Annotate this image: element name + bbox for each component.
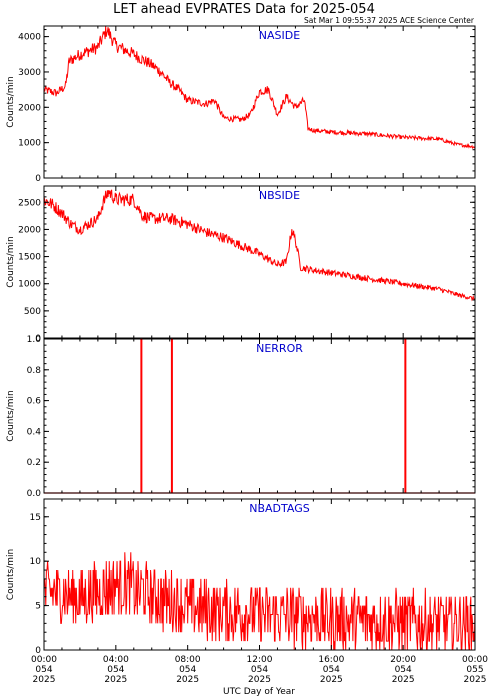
- y-tick-label: 0.2: [27, 458, 41, 468]
- y-axis-label: Counts/min: [6, 390, 16, 441]
- x-axis-label: UTC Day of Year: [223, 687, 295, 697]
- series-line-naside: [43, 25, 476, 149]
- y-tick-label: 5: [35, 602, 41, 612]
- y-tick-label: 3000: [18, 68, 41, 78]
- y-axis-label: Counts/min: [6, 549, 16, 600]
- x-tick-label-day: 054: [179, 665, 196, 675]
- plot-frame: [43, 338, 476, 494]
- x-axis: 00:00054202504:00054202508:00054202512:0…: [31, 655, 488, 685]
- generation-timestamp: Sat Mar 1 09:55:37 2025 ACE Science Cent…: [304, 16, 475, 25]
- plot-frame: [43, 25, 476, 179]
- x-tick-label-day: 054: [35, 665, 52, 675]
- x-tick-label-time: 00:00: [462, 655, 488, 665]
- series-line-nbside: [43, 189, 476, 302]
- x-tick-label-year: 2025: [464, 675, 487, 685]
- panel-nbadtags: 0 5 10 15 NBADTAGS Counts/min: [6, 498, 476, 656]
- series-line-nerror: [44, 338, 475, 494]
- x-tick-label-time: 16:00: [318, 655, 344, 665]
- y-tick-label: 0: [35, 646, 41, 656]
- panel-title: NBADTAGS: [249, 502, 309, 515]
- y-tick-label: 10: [30, 557, 42, 567]
- figure-title: LET ahead EVPRATES Data for 2025-054: [113, 2, 375, 17]
- x-tick-label-time: 00:00: [31, 655, 57, 665]
- panel-nbside: 0 500 1000 1500 2000 2500 NBSIDE Counts/min: [6, 185, 476, 344]
- y-tick-label: 500: [24, 307, 41, 317]
- y-tick-label: 15: [30, 513, 41, 523]
- y-axis-label: Counts/min: [6, 76, 16, 127]
- panel-title: NERROR: [256, 342, 303, 355]
- x-tick-label-year: 2025: [392, 675, 415, 685]
- y-axis-label: Counts/min: [6, 236, 16, 287]
- plot-frame: [43, 185, 476, 339]
- x-tick-label-day: 054: [251, 665, 268, 675]
- series-line-nbadtags: [44, 552, 476, 651]
- y-tick-label: 1500: [18, 253, 41, 263]
- panel-nerror: 0.0 0.2 0.4 0.6 0.8 1.0 NERROR Counts/min: [6, 335, 476, 499]
- x-tick-label-day: 055: [466, 665, 483, 675]
- y-tick-label: 1.0: [27, 335, 42, 345]
- x-tick-label-year: 2025: [248, 675, 271, 685]
- x-tick-label-time: 20:00: [390, 655, 416, 665]
- panel-title: NBSIDE: [259, 189, 300, 202]
- x-tick-label-year: 2025: [176, 675, 199, 685]
- panel-title: NASIDE: [259, 29, 300, 42]
- x-tick-label-year: 2025: [33, 675, 56, 685]
- x-tick-label-day: 054: [107, 665, 124, 675]
- x-tick-label-year: 2025: [320, 675, 343, 685]
- x-tick-label-time: 08:00: [175, 655, 201, 665]
- x-tick-label-year: 2025: [104, 675, 127, 685]
- x-tick-label-day: 054: [323, 665, 340, 675]
- y-tick-label: 0.4: [27, 427, 42, 437]
- x-tick-label-time: 04:00: [103, 655, 129, 665]
- x-tick-label-time: 12:00: [247, 655, 273, 665]
- y-tick-label: 0.0: [27, 489, 42, 499]
- y-tick-label: 1000: [18, 280, 41, 290]
- panel-naside: 0 1000 2000 3000 4000 NASIDE Counts/min: [6, 25, 476, 184]
- y-tick-label: 2000: [18, 103, 41, 113]
- y-tick-label: 0: [35, 174, 41, 184]
- y-tick-label: 2500: [18, 198, 41, 208]
- y-tick-label: 1000: [18, 139, 41, 149]
- y-tick-label: 0.6: [27, 397, 42, 407]
- y-tick-label: 4000: [18, 33, 41, 43]
- y-tick-label: 0.8: [27, 366, 42, 376]
- y-tick-label: 2000: [18, 225, 41, 235]
- x-tick-label-day: 054: [395, 665, 412, 675]
- y-tick-label: 0: [35, 334, 41, 344]
